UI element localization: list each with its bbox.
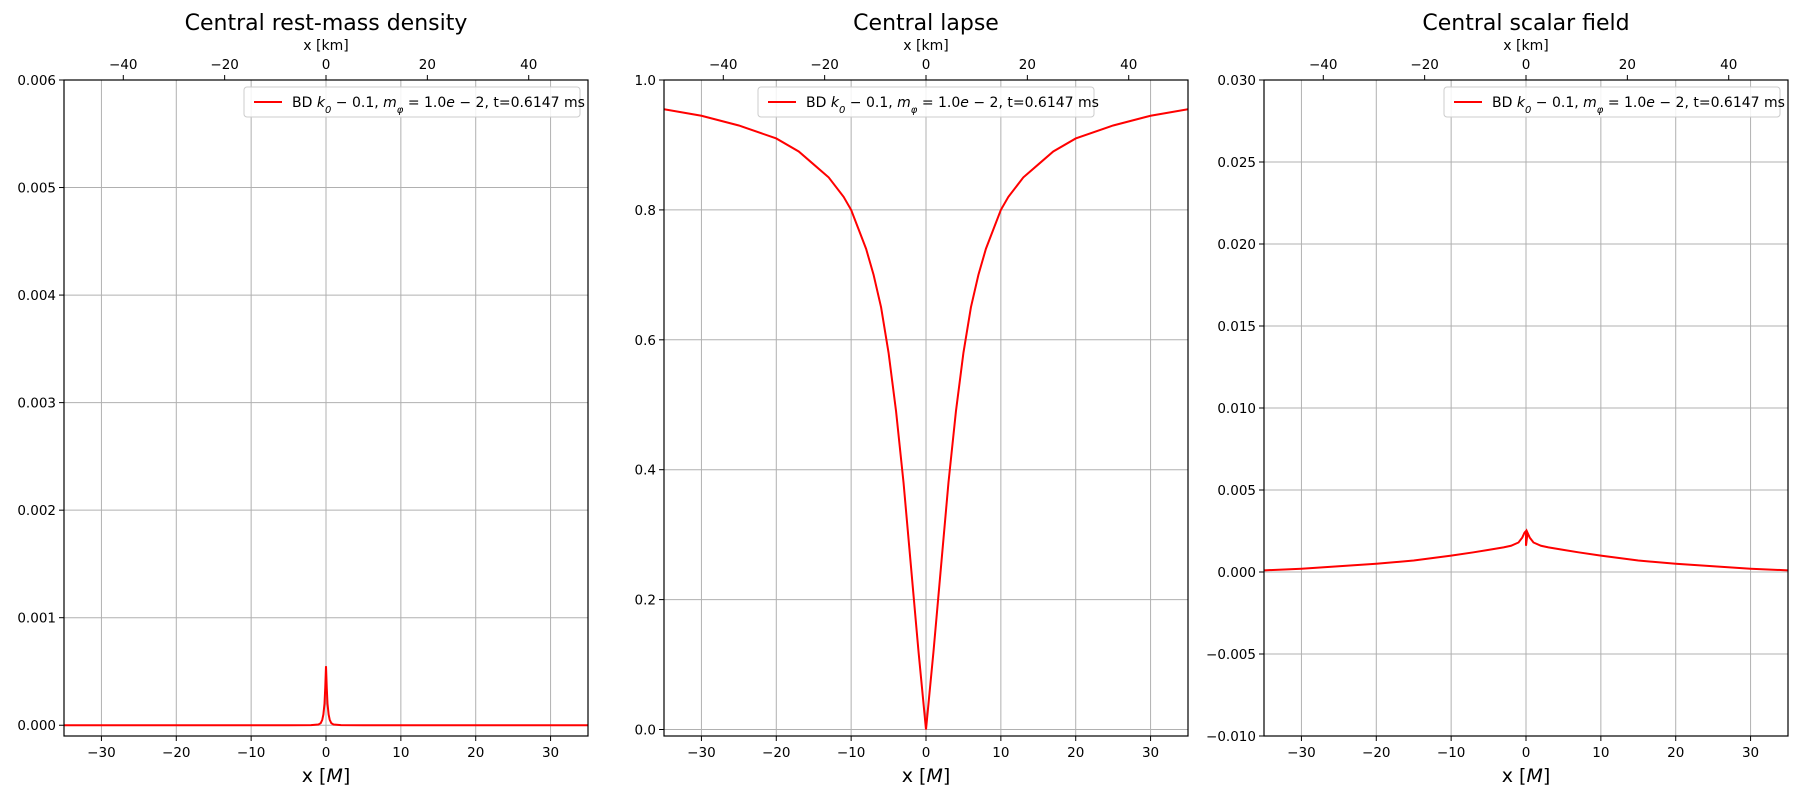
x-tick-label: 20 <box>467 745 484 761</box>
x2-tick-label: −20 <box>210 57 239 73</box>
x-tick-label: −10 <box>1437 745 1466 761</box>
y-tick-label: 0.004 <box>17 288 56 304</box>
legend-box <box>757 86 1095 118</box>
y-tick-label: 0.005 <box>1217 483 1256 499</box>
legend: BD k0 − 0.1, mφ = 1.0e − 2, t=0.6147 ms <box>757 86 1099 118</box>
x2-tick-label: 40 <box>1720 57 1737 73</box>
y-tick-label: 0.4 <box>635 463 656 479</box>
x2-tick-label: −40 <box>709 57 738 73</box>
x-axis-label: x [M] <box>1502 765 1551 787</box>
x-tick-label: −10 <box>837 745 866 761</box>
series-line <box>64 666 588 727</box>
x-tick-label: 10 <box>992 745 1009 761</box>
y-tick-label: 0.000 <box>17 718 56 734</box>
x2-tick-label: 20 <box>419 57 436 73</box>
y-tick-label: 0.020 <box>1217 237 1256 253</box>
legend: BD k0 − 0.1, mφ = 1.0e − 2, t=0.6147 ms <box>1443 86 1785 118</box>
y-tick-label: 0.010 <box>1217 401 1256 417</box>
y-tick-label: 0.000 <box>1217 565 1256 581</box>
y-tick-label: 0.030 <box>1217 73 1256 89</box>
y-tick-label: 0.2 <box>635 593 656 609</box>
y-tick-label: 0.015 <box>1217 319 1256 335</box>
x-tick-label: 20 <box>1667 745 1684 761</box>
x2-tick-label: 0 <box>922 57 931 73</box>
legend-box <box>243 86 581 118</box>
y-tick-label: 0.0 <box>635 723 656 739</box>
x-tick-label: 30 <box>1142 745 1159 761</box>
chart-title: Central scalar field <box>1422 11 1629 36</box>
x-tick-label: 30 <box>542 745 559 761</box>
x-axis-label: x [M] <box>302 765 351 787</box>
y-tick-label: 0.003 <box>17 396 56 412</box>
x2-tick-label: 0 <box>322 57 331 73</box>
x2-tick-label: −20 <box>1410 57 1439 73</box>
y-tick-label: 0.006 <box>17 73 56 89</box>
x-tick-label: 0 <box>322 745 331 761</box>
x2-tick-label: 20 <box>1019 57 1036 73</box>
series-line <box>1264 528 1788 572</box>
x-tick-label: −20 <box>162 745 191 761</box>
x-tick-label: 20 <box>1067 745 1084 761</box>
legend: BD k0 − 0.1, mφ = 1.0e − 2, t=0.6147 ms <box>243 86 585 118</box>
x-tick-label: −20 <box>1362 745 1391 761</box>
legend-label: BD k0 − 0.1, mφ = 1.0e − 2, t=0.6147 ms <box>1492 95 1785 116</box>
chart-panel-1: −30 −20 −10 0 10 20 30 −40 −20 0 20 40 0.000 0.001 0.0… <box>17 11 589 787</box>
chart-panel-2: −30 −20 −10 0 10 20 30 −40 −20 0 20 40 0.0 0.2 0.4 0.6 0… <box>635 11 1189 787</box>
x2-tick-label: 40 <box>520 57 537 73</box>
y-tick-label: 0.8 <box>635 203 656 219</box>
x2-axis-label: x [km] <box>903 38 948 54</box>
chart-panel-3: −30 −20 −10 0 10 20 30 −40 −20 0 20 40 −0.010 −0.005 0… <box>1206 11 1789 787</box>
y-tick-label: 0.025 <box>1217 155 1256 171</box>
legend-label: BD k0 − 0.1, mφ = 1.0e − 2, t=0.6147 ms <box>806 95 1099 116</box>
x-axis-label: x [M] <box>902 765 951 787</box>
x2-tick-label: −20 <box>810 57 839 73</box>
series-line <box>664 108 1188 730</box>
y-tick-label: 1.0 <box>635 73 656 89</box>
x2-tick-label: −40 <box>1309 57 1338 73</box>
x2-tick-label: −40 <box>109 57 138 73</box>
legend-label: BD k0 − 0.1, mφ = 1.0e − 2, t=0.6147 ms <box>292 95 585 116</box>
x-tick-label: −30 <box>687 745 716 761</box>
x-tick-label: 0 <box>1522 745 1531 761</box>
y-tick-label: 0.6 <box>635 333 656 349</box>
y-tick-label: −0.005 <box>1206 647 1256 663</box>
y-tick-label: 0.002 <box>17 503 56 519</box>
x-tick-label: −10 <box>237 745 266 761</box>
x-tick-label: 10 <box>392 745 409 761</box>
x2-tick-label: 0 <box>1522 57 1531 73</box>
y-tick-label: −0.010 <box>1206 729 1256 745</box>
legend-box <box>1443 86 1781 118</box>
x-tick-label: 0 <box>922 745 931 761</box>
x2-axis-label: x [km] <box>1503 38 1548 54</box>
y-tick-label: 0.001 <box>17 611 56 627</box>
chart-title: Central lapse <box>853 11 999 36</box>
x2-tick-label: 20 <box>1619 57 1636 73</box>
x-tick-label: −20 <box>762 745 791 761</box>
x-tick-label: 10 <box>1592 745 1609 761</box>
x2-tick-label: 40 <box>1120 57 1137 73</box>
chart-title: Central rest-mass density <box>185 11 468 36</box>
x-tick-label: 30 <box>1742 745 1759 761</box>
x-tick-label: −30 <box>87 745 116 761</box>
x-tick-label: −30 <box>1287 745 1316 761</box>
y-tick-label: 0.005 <box>17 181 56 197</box>
x2-axis-label: x [km] <box>303 38 348 54</box>
